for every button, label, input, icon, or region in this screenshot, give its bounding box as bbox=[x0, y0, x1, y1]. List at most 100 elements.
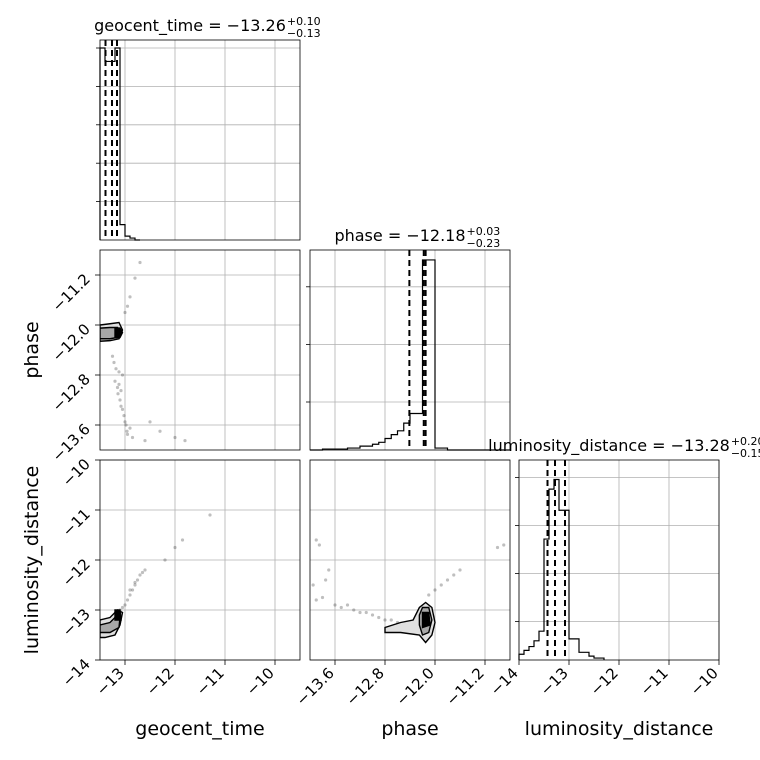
scatter-point bbox=[128, 588, 132, 592]
ytick-label-luminosity_distance-1: −13 bbox=[59, 605, 94, 640]
xtick-label-phase-1: −12.8 bbox=[343, 664, 388, 709]
scatter-point bbox=[123, 310, 127, 315]
hist-step-phase bbox=[310, 259, 510, 451]
scatter-point bbox=[124, 423, 128, 427]
scatter-point bbox=[333, 603, 337, 607]
xtick-label-luminosity_distance-0: −14 bbox=[487, 664, 522, 699]
title-upper-phase: +0.03 bbox=[467, 225, 501, 238]
ytick-label-luminosity_distance-0: −14 bbox=[59, 655, 94, 690]
scatter-point bbox=[143, 568, 147, 572]
scatter-point bbox=[123, 603, 127, 607]
scatter-point bbox=[345, 603, 350, 607]
ytick-label-luminosity_distance-3: −11 bbox=[59, 505, 94, 540]
scatter-point bbox=[439, 583, 443, 587]
xtick-label-geocent_time-3: −10 bbox=[243, 664, 278, 699]
scatter-point bbox=[339, 605, 343, 610]
scatter-point bbox=[122, 414, 126, 418]
scatter-point bbox=[143, 439, 147, 443]
title-geocent_time: geocent_time = −13.26 bbox=[94, 16, 286, 36]
scatter-point bbox=[352, 608, 356, 612]
scatter-point bbox=[458, 568, 462, 572]
xtick-label-geocent_time-0: −13 bbox=[93, 664, 128, 699]
xtick-label-phase-2: −12.0 bbox=[393, 664, 438, 709]
scatter-point bbox=[140, 570, 145, 575]
scatter-point bbox=[128, 593, 132, 597]
x-axis-label-phase: phase bbox=[381, 718, 438, 740]
scatter-point bbox=[135, 578, 140, 582]
scatter-point bbox=[112, 360, 116, 365]
xtick-label-geocent_time-2: −11 bbox=[193, 664, 228, 699]
scatter-point bbox=[128, 295, 132, 299]
scatter-point bbox=[120, 605, 125, 610]
hist-step-luminosity_distance bbox=[518, 478, 605, 660]
scatter-point bbox=[130, 435, 135, 440]
scatter-point bbox=[324, 578, 328, 582]
scatter-point bbox=[317, 543, 321, 547]
scatter-point bbox=[158, 429, 162, 433]
title-phase: phase = −12.18 bbox=[334, 226, 465, 245]
xtick-label-luminosity_distance-3: −11 bbox=[637, 664, 672, 699]
title-lower-phase: −0.23 bbox=[467, 237, 501, 250]
scatter-point bbox=[133, 583, 137, 587]
ytick-label-phase-1: −12.8 bbox=[49, 370, 94, 415]
ytick-label-phase-2: −12.0 bbox=[49, 320, 94, 365]
title-lower-geocent_time: −0.13 bbox=[287, 27, 321, 40]
pair-group-geocent_time-phase bbox=[100, 260, 187, 443]
scatter-point bbox=[119, 404, 123, 408]
scatter-point bbox=[311, 583, 315, 587]
scatter-point bbox=[208, 513, 212, 517]
scatter-point bbox=[445, 578, 450, 582]
scatter-point bbox=[115, 385, 120, 390]
scatter-point bbox=[117, 370, 121, 374]
scatter-point bbox=[502, 543, 506, 547]
scatter-point bbox=[383, 618, 387, 622]
scatter-point bbox=[377, 615, 381, 620]
pair-group-geocent_time-luminosity_distance bbox=[100, 513, 212, 639]
scatter-point bbox=[110, 354, 115, 358]
scatter-point bbox=[128, 426, 132, 430]
scatter-point bbox=[183, 439, 187, 443]
title-lower-luminosity_distance: −0.15 bbox=[731, 447, 760, 460]
scatter-point bbox=[389, 618, 393, 622]
scatter-point bbox=[123, 420, 127, 424]
pair-geocent_time-phase-frame bbox=[99, 249, 301, 451]
ytick-label-phase-3: −11.2 bbox=[49, 270, 94, 315]
scatter-point bbox=[173, 545, 177, 550]
title-upper-geocent_time: +0.10 bbox=[287, 15, 321, 28]
scatter-point bbox=[113, 379, 117, 383]
scatter-point bbox=[320, 595, 325, 600]
y-axis-label-luminosity_distance: luminosity_distance bbox=[21, 466, 43, 655]
scatter-point bbox=[163, 558, 167, 562]
contour-inner bbox=[114, 327, 124, 339]
scatter-point bbox=[120, 373, 125, 377]
scatter-point bbox=[118, 398, 122, 402]
scatter-point bbox=[130, 588, 135, 592]
scatter-point bbox=[148, 420, 152, 424]
scatter-point bbox=[327, 568, 331, 572]
title-upper-luminosity_distance: +0.20 bbox=[731, 435, 760, 448]
x-axis-label-geocent_time: geocent_time bbox=[135, 718, 264, 740]
scatter-point bbox=[138, 260, 142, 265]
xtick-label-geocent_time-1: −12 bbox=[143, 664, 178, 699]
scatter-point bbox=[452, 573, 456, 577]
scatter-point bbox=[116, 392, 120, 396]
scatter-point bbox=[125, 304, 130, 308]
ytick-label-luminosity_distance-2: −12 bbox=[59, 555, 94, 590]
title-luminosity_distance: luminosity_distance = −13.28 bbox=[488, 436, 730, 456]
scatter-point bbox=[364, 610, 368, 615]
scatter-point bbox=[125, 432, 130, 436]
scatter-point bbox=[180, 538, 185, 542]
contour-inner bbox=[421, 611, 431, 629]
scatter-point bbox=[114, 367, 118, 371]
ytick-label-phase-0: −13.6 bbox=[49, 420, 94, 465]
scatter-point bbox=[138, 573, 142, 577]
scatter-point bbox=[314, 598, 318, 602]
scatter-point bbox=[125, 598, 130, 602]
y-axis-label-phase: phase bbox=[21, 321, 43, 378]
xtick-label-luminosity_distance-4: −10 bbox=[687, 664, 722, 699]
scatter-point bbox=[358, 610, 362, 615]
xtick-label-luminosity_distance-1: −13 bbox=[537, 664, 572, 699]
scatter-point bbox=[433, 588, 437, 592]
contour-inner bbox=[114, 609, 122, 621]
scatter-point bbox=[427, 593, 431, 597]
